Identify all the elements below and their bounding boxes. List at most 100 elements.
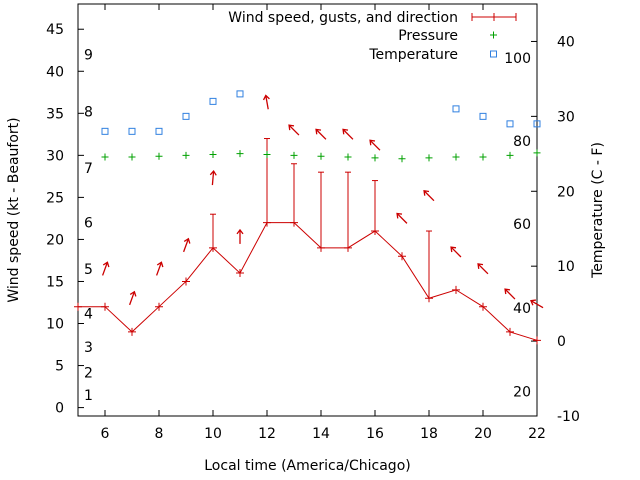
pressure-point [425, 154, 433, 162]
wind-speed-point [155, 302, 163, 311]
arrow-head [288, 124, 295, 131]
beaufort-label: 2 [84, 365, 93, 381]
pressure-point [209, 151, 217, 159]
x-tick-label: 10 [204, 426, 222, 442]
arrow-shaft [369, 139, 381, 151]
wind-direction-arrow [315, 128, 327, 140]
arrow-head [183, 237, 191, 244]
temperature-point [533, 120, 541, 128]
wind-direction-arrow [477, 263, 489, 275]
wind-speed-point [398, 252, 406, 261]
legend-label-pressure: Pressure [398, 28, 458, 44]
beaufort-label: 3 [84, 340, 93, 356]
legend-sample-wind-marks [471, 13, 517, 21]
wind-speed-point [533, 336, 541, 345]
beaufort-label: 6 [84, 216, 93, 232]
legend-label-temperature: Temperature [368, 47, 458, 63]
y-left-tick-label: 10 [46, 317, 64, 333]
wind-direction-arrow [342, 128, 354, 140]
arrow-head [129, 290, 137, 297]
y-left-tick-label: 45 [46, 22, 64, 38]
axes [77, 3, 538, 417]
fahrenheit-label: 60 [513, 217, 531, 233]
arrow-shaft [128, 291, 136, 306]
wind-direction-arrow [369, 139, 381, 151]
arrow-head [450, 246, 457, 253]
y-left-tick-label: 15 [46, 274, 64, 290]
wind-direction-arrow [209, 169, 217, 186]
arrow-head [156, 261, 164, 268]
beaufort-label: 9 [84, 47, 93, 63]
y-right-tick-label: 40 [557, 34, 575, 50]
fahrenheit-label: 80 [513, 134, 531, 150]
pressure-point [506, 151, 514, 159]
pressure-point [263, 151, 271, 159]
wind-direction-arrow [155, 261, 164, 276]
temperature-point [479, 112, 487, 120]
x-tick-label: 22 [528, 426, 546, 442]
wind-speed-point [128, 327, 136, 336]
pressure-point [479, 153, 487, 161]
arrow-shaft [182, 238, 190, 253]
arrow-shaft [265, 95, 269, 110]
wind-speed-point [506, 327, 514, 336]
arrow-head [102, 261, 110, 268]
wind-direction-arrow [450, 246, 462, 258]
arrow-shaft [423, 190, 435, 202]
y-left-tick-label: 20 [46, 232, 64, 248]
arrow-shaft [155, 262, 163, 276]
fahrenheit-label: 40 [513, 301, 531, 317]
pressure-point [155, 152, 163, 160]
pressure-point [371, 154, 379, 162]
legend: Wind speed, gusts, and direction Pressur… [228, 10, 517, 63]
wind-speed-point [479, 302, 487, 311]
beaufort-label: 7 [84, 161, 93, 177]
x-tick-label: 18 [420, 426, 438, 442]
arrow-head [236, 228, 244, 235]
arrow-shaft [477, 263, 489, 275]
y-left-tick-label: 25 [46, 190, 64, 206]
x-tick-label: 6 [101, 426, 110, 442]
arrow-head [315, 128, 322, 135]
plot-frame [77, 3, 538, 417]
wind-direction-arrow [101, 261, 110, 276]
beaufort-label: 8 [84, 105, 93, 121]
arrow-shaft [504, 288, 516, 300]
arrow-head [529, 299, 536, 306]
beaufort-label: 5 [84, 262, 93, 278]
arrow-shaft [530, 300, 544, 309]
y-left-tick-label: 5 [55, 359, 64, 375]
x-tick-label: 12 [258, 426, 276, 442]
arrow-head [369, 139, 376, 146]
wind-direction-arrow [504, 288, 516, 300]
wind-direction-arrow [128, 290, 137, 306]
wind-speed-point [182, 277, 190, 286]
ticks: 6 8 10 12 14 16 18 20 22051015202530354045-10010… [46, 4, 580, 442]
wind-direction-arrow [262, 94, 270, 110]
wind-speed-point [452, 285, 460, 294]
pressure-point [533, 149, 541, 157]
arrow-shaft [211, 171, 215, 186]
pressure-point [128, 153, 136, 161]
x-tick-label: 20 [474, 426, 492, 442]
pressure-point [290, 151, 298, 159]
legend-sample-temperature [490, 50, 497, 58]
y-left-tick-label: 30 [46, 148, 64, 164]
y-axis-left-title: Wind speed (kt - Beaufort) [6, 117, 22, 302]
y-left-tick-label: 0 [55, 401, 64, 417]
legend-sample-pressure [490, 31, 497, 39]
pressure-point [101, 153, 109, 161]
arrow-shaft [315, 128, 327, 140]
pressure-point [344, 153, 352, 161]
temperature-point [209, 97, 217, 105]
arrow-shaft [450, 246, 462, 258]
wind-speed-point [101, 302, 109, 311]
temperature-point [128, 127, 136, 135]
x-tick-label: 16 [366, 426, 384, 442]
y-left-tick-label: 40 [46, 64, 64, 80]
wind-speed-point [74, 302, 82, 311]
y-right-tick-label: 10 [557, 259, 575, 275]
arrow-shaft [101, 262, 109, 276]
